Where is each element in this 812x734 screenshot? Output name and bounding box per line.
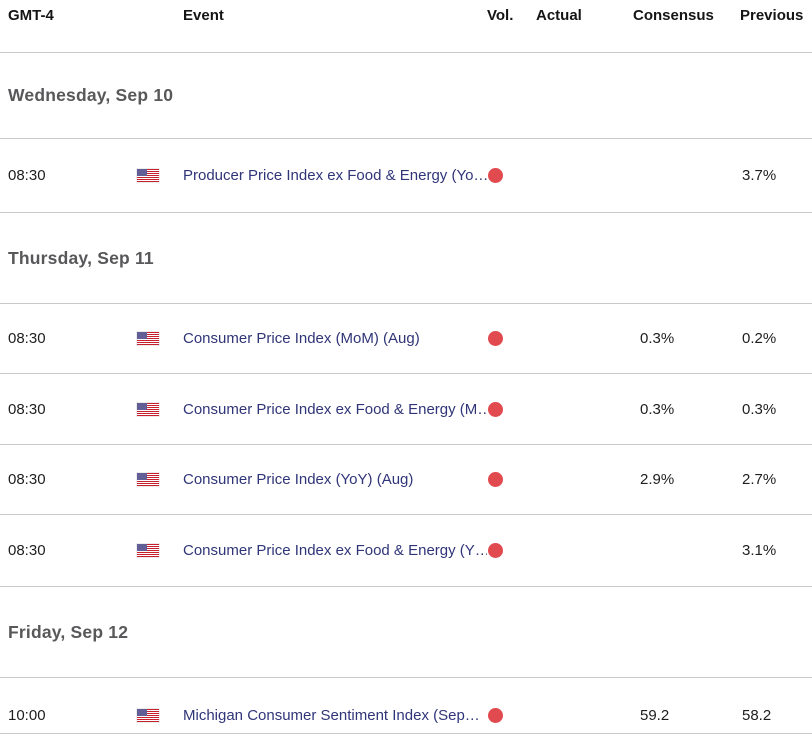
- day-label: Thursday, Sep 11: [8, 247, 154, 268]
- us-flag-icon: [137, 709, 159, 722]
- volatility-high-icon: [488, 331, 503, 346]
- volatility-cell: [487, 708, 536, 723]
- previous-value: 58.2: [742, 707, 772, 724]
- column-header-consensus: Consensus: [633, 7, 714, 24]
- day-label: Wednesday, Sep 10: [8, 85, 174, 105]
- consensus-value: 0.3%: [640, 330, 675, 347]
- day-label: Friday, Sep 12: [8, 621, 129, 642]
- column-header-vol: Vol.: [487, 7, 514, 24]
- column-header-previous: Previous: [740, 7, 804, 24]
- previous-value: 0.3%: [742, 400, 777, 418]
- event-cell: Consumer Price Index ex Food & Energy (Y…: [183, 542, 487, 559]
- volatility-cell: [487, 472, 536, 487]
- event-cell: Consumer Price Index (MoM) (Aug): [183, 330, 487, 347]
- us-flag-canton: [137, 169, 147, 176]
- event-time: 08:30: [8, 471, 46, 488]
- flag-cell: [137, 332, 183, 345]
- day-separator-wednesday: Wednesday, Sep 10: [0, 53, 812, 139]
- event-row[interactable]: 08:30 Consumer Price Index ex Food & Ene…: [0, 374, 812, 445]
- volatility-high-icon: [488, 401, 503, 417]
- event-row[interactable]: 08:30 Consumer Price Index (MoM) (Aug) 0…: [0, 304, 812, 374]
- event-time: 08:30: [8, 542, 46, 559]
- event-row[interactable]: 08:30 Consumer Price Index (YoY) (Aug) 2…: [0, 445, 812, 515]
- us-flag-canton: [137, 402, 147, 410]
- flag-cell: [137, 402, 183, 416]
- event-cell: Producer Price Index ex Food & Energy (Y…: [183, 167, 487, 184]
- event-row[interactable]: 08:30 Consumer Price Index ex Food & Ene…: [0, 515, 812, 587]
- consensus-value: 2.9%: [640, 471, 675, 488]
- event-row[interactable]: 08:30 Producer Price Index ex Food & Ene…: [0, 139, 812, 213]
- event-link[interactable]: Michigan Consumer Sentiment Index (Sep…: [183, 707, 480, 724]
- volatility-cell: [487, 331, 536, 346]
- previous-value: 2.7%: [742, 471, 777, 488]
- event-link[interactable]: Consumer Price Index (MoM) (Aug): [183, 330, 420, 347]
- volatility-high-icon: [488, 472, 503, 487]
- day-separator-friday: Friday, Sep 12: [0, 587, 812, 678]
- column-header-event: Event: [183, 7, 224, 24]
- volatility-cell: [487, 168, 536, 183]
- us-flag-canton: [137, 473, 147, 480]
- event-time: 08:30: [8, 330, 46, 347]
- us-flag-icon: [137, 402, 159, 416]
- event-link[interactable]: Producer Price Index ex Food & Energy (Y…: [183, 167, 487, 184]
- event-cell: Michigan Consumer Sentiment Index (Sep…: [183, 707, 487, 724]
- volatility-high-icon: [488, 708, 503, 723]
- volatility-cell: [487, 401, 536, 417]
- consensus-value: 0.3%: [640, 400, 675, 418]
- us-flag-canton: [137, 544, 147, 551]
- previous-value: 0.2%: [742, 330, 777, 347]
- flag-cell: [137, 544, 183, 557]
- column-header-gmt: GMT-4: [8, 7, 54, 24]
- event-cell: Consumer Price Index ex Food & Energy (M…: [183, 401, 487, 418]
- us-flag-canton: [137, 332, 147, 339]
- flag-cell: [137, 169, 183, 182]
- previous-value: 3.7%: [742, 167, 777, 184]
- event-time: 08:30: [8, 400, 46, 418]
- calendar-header-row: GMT-4 Event Vol. Actual Consensus Previo…: [0, 0, 812, 53]
- volatility-high-icon: [488, 168, 503, 183]
- event-link[interactable]: Consumer Price Index ex Food & Energy (Y…: [183, 542, 487, 559]
- event-row[interactable]: 10:00 Michigan Consumer Sentiment Index …: [0, 678, 812, 734]
- day-separator-thursday: Thursday, Sep 11: [0, 213, 812, 304]
- event-link[interactable]: Consumer Price Index (YoY) (Aug): [183, 471, 414, 488]
- event-time: 10:00: [8, 707, 46, 724]
- event-cell: Consumer Price Index (YoY) (Aug): [183, 471, 487, 488]
- flag-cell: [137, 473, 183, 486]
- us-flag-icon: [137, 473, 159, 486]
- event-link[interactable]: Consumer Price Index ex Food & Energy (M…: [183, 400, 487, 418]
- previous-value: 3.1%: [742, 542, 777, 559]
- event-time: 08:30: [8, 167, 46, 184]
- volatility-high-icon: [488, 543, 503, 558]
- column-header-actual: Actual: [536, 7, 582, 24]
- us-flag-canton: [137, 709, 147, 716]
- flag-cell: [137, 709, 183, 722]
- us-flag-icon: [137, 332, 159, 345]
- volatility-cell: [487, 543, 536, 558]
- us-flag-icon: [137, 169, 159, 182]
- us-flag-icon: [137, 544, 159, 557]
- consensus-value: 59.2: [640, 707, 670, 724]
